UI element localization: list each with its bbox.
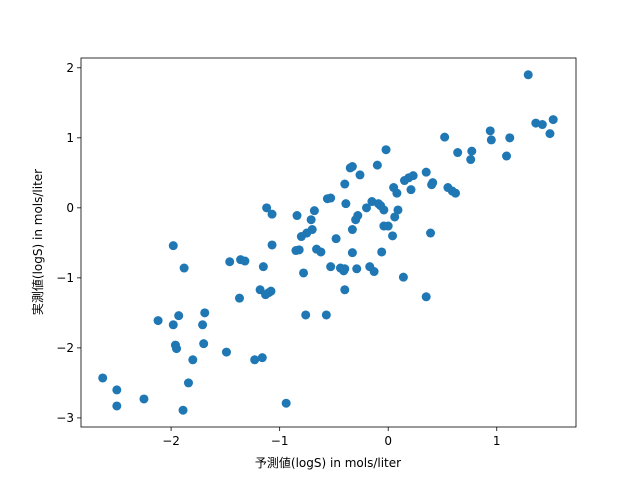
point <box>178 405 188 415</box>
point <box>98 373 108 383</box>
x-tick-label: −2 <box>162 434 180 448</box>
point <box>393 205 403 215</box>
point <box>267 240 277 250</box>
x-tick-label: −1 <box>271 434 289 448</box>
point <box>257 353 267 363</box>
point <box>373 199 383 209</box>
point <box>381 145 391 155</box>
point <box>379 205 389 215</box>
point <box>427 180 437 190</box>
point <box>306 215 316 225</box>
point <box>340 179 350 189</box>
point <box>352 264 362 274</box>
point <box>406 185 416 195</box>
point <box>545 129 555 139</box>
point <box>340 285 350 295</box>
point <box>392 188 402 198</box>
point <box>345 163 355 173</box>
point <box>179 263 189 273</box>
point <box>383 221 393 231</box>
point <box>347 225 357 235</box>
point <box>326 262 336 272</box>
point <box>485 126 495 136</box>
point <box>316 247 326 257</box>
y-axis-label: 実測値(logS) in mols/liter <box>30 169 45 315</box>
point <box>174 311 184 321</box>
y-tick-label: 1 <box>66 131 74 145</box>
point <box>505 133 515 143</box>
point <box>331 234 341 244</box>
point <box>321 310 331 320</box>
y-tick-label: −3 <box>56 411 74 425</box>
point <box>466 155 476 165</box>
plot-frame <box>80 57 577 428</box>
point <box>198 320 208 330</box>
point <box>221 347 231 357</box>
point <box>347 248 357 258</box>
point <box>408 171 418 181</box>
y-tick-label: 2 <box>66 61 74 75</box>
point <box>502 151 512 161</box>
point <box>537 120 547 130</box>
point <box>112 385 122 395</box>
point <box>361 203 371 213</box>
point <box>168 241 178 251</box>
point <box>388 231 398 241</box>
point <box>262 203 272 213</box>
point <box>139 394 149 404</box>
point <box>451 188 461 198</box>
point <box>390 212 400 222</box>
point <box>258 262 268 272</box>
point <box>355 170 365 180</box>
point <box>486 135 496 145</box>
point <box>200 308 210 318</box>
point <box>453 148 463 158</box>
point <box>183 378 193 388</box>
point <box>440 132 450 142</box>
point <box>188 355 198 365</box>
point <box>199 339 209 349</box>
point <box>301 310 311 320</box>
point <box>299 268 309 278</box>
point <box>548 115 558 125</box>
y-tick-label: 0 <box>66 201 74 215</box>
x-tick-label: 1 <box>493 434 501 448</box>
point <box>291 246 301 256</box>
y-tick-label: −2 <box>56 341 74 355</box>
point <box>112 401 122 411</box>
point <box>398 272 408 282</box>
x-tick-label: 0 <box>384 434 392 448</box>
point <box>281 398 291 408</box>
point <box>322 194 332 204</box>
point <box>168 320 178 330</box>
point <box>225 257 235 267</box>
point <box>153 316 163 326</box>
point <box>421 292 431 302</box>
point <box>377 247 387 257</box>
point <box>341 199 351 209</box>
point <box>267 209 277 219</box>
point <box>351 215 361 225</box>
point <box>426 228 436 238</box>
point <box>309 206 319 216</box>
point <box>467 146 477 156</box>
x-axis-label: 予測値(logS) in mols/liter <box>255 455 401 470</box>
point <box>421 167 431 177</box>
point <box>372 160 382 170</box>
y-tick-label: −1 <box>56 271 74 285</box>
point <box>172 344 182 354</box>
point <box>261 290 271 300</box>
point <box>399 176 409 186</box>
point <box>234 293 244 303</box>
point <box>292 211 302 221</box>
point <box>250 355 260 365</box>
point <box>523 70 533 80</box>
point <box>240 256 250 266</box>
point <box>296 232 306 242</box>
point <box>339 266 349 276</box>
point <box>369 267 379 277</box>
